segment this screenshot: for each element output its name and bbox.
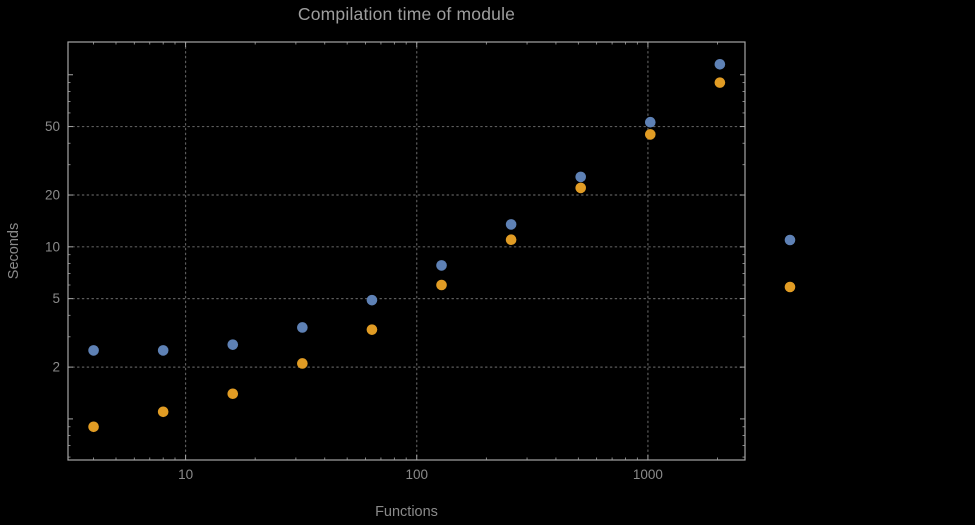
data-point-series-2 [157, 406, 169, 418]
data-point-series-2 [366, 324, 378, 335]
data-point-series-1 [366, 294, 378, 306]
data-point-series-1 [714, 59, 726, 70]
data-point-series-1 [436, 260, 447, 271]
x-tick-label-10: 10 [178, 467, 193, 482]
data-point-series-1 [88, 345, 99, 356]
x-axis-label: Functions [375, 504, 438, 520]
data-point-series-1 [157, 345, 169, 356]
data-point-series-1 [575, 171, 587, 183]
x-tick-label-1000: 1000 [633, 467, 663, 482]
y-tick-label-10: 10 [45, 239, 60, 254]
data-point-series-2 [575, 182, 587, 194]
y-axis-label: Seconds [6, 222, 22, 280]
y-tick-label-50: 50 [45, 119, 60, 134]
legend-marker-series-2 [784, 281, 796, 293]
data-point-series-2 [714, 77, 726, 88]
y-tick-label-20: 20 [45, 188, 60, 203]
data-point-series-2 [88, 421, 99, 433]
x-tick-label-100: 100 [405, 467, 428, 482]
plot-frame [67, 41, 746, 461]
data-point-series-2 [227, 388, 239, 400]
data-point-series-2 [505, 234, 517, 246]
data-point-series-1 [227, 339, 239, 350]
y-tick-label-5: 5 [52, 291, 60, 306]
data-point-series-2 [645, 129, 656, 140]
legend-marker-series-1 [784, 234, 796, 246]
data-point-series-1 [645, 116, 656, 128]
y-tick-label-2: 2 [52, 360, 60, 375]
data-point-series-1 [505, 219, 517, 230]
data-point-series-1 [297, 322, 308, 333]
chart-title: Compilation time of module [297, 4, 516, 24]
data-point-series-2 [436, 279, 447, 291]
data-point-series-2 [297, 358, 308, 369]
